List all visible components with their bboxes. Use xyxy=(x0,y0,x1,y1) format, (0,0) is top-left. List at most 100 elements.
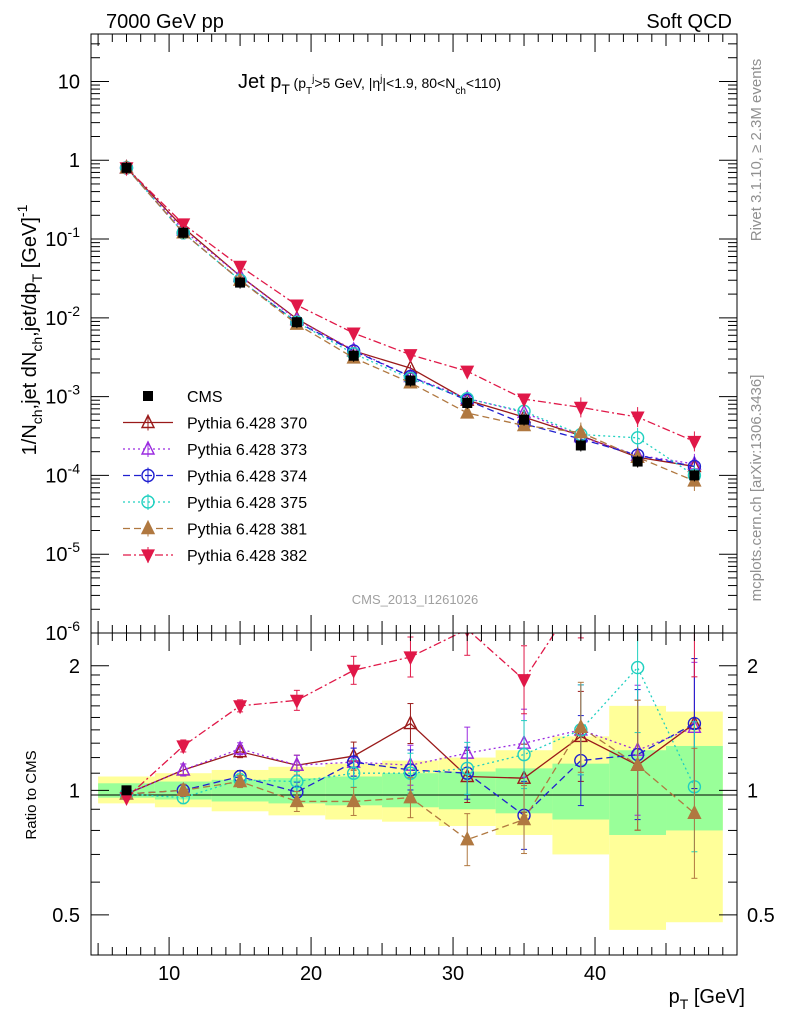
legend-marker xyxy=(140,519,156,535)
ratio-series-5 xyxy=(119,681,702,879)
ratio-point xyxy=(632,555,644,567)
xlabel: pT [GeV] xyxy=(669,986,745,1012)
main-plot-frame xyxy=(90,33,738,634)
y-tick-label: 10-5 xyxy=(45,539,80,566)
series-point xyxy=(573,401,588,416)
ratio-point xyxy=(233,700,248,715)
series-point xyxy=(460,365,475,380)
legend-label: Pythia 6.428 381 xyxy=(187,522,307,539)
plot-title: Jet pT (pTj>5 GeV, |ηj|<1.9, 80<Nch<110) xyxy=(238,71,501,97)
ratio-data-point xyxy=(121,785,132,796)
y-tick-label: 10-3 xyxy=(45,382,80,409)
series-point xyxy=(403,349,418,364)
ratio-point xyxy=(575,588,587,600)
y-tick-label: 10-4 xyxy=(45,460,80,487)
watermark: CMS_2013_I1261026 xyxy=(352,592,479,607)
ratio-point xyxy=(403,651,418,666)
ratio-point xyxy=(460,761,474,776)
ratio-line xyxy=(126,722,695,817)
ratio-point xyxy=(346,766,361,780)
ratio-point xyxy=(403,714,418,730)
legend-entry: Pythia 6.428 373 xyxy=(123,440,307,459)
ratio-line xyxy=(126,666,695,799)
data-point xyxy=(519,414,530,425)
legend-entry: Pythia 6.428 374 xyxy=(123,467,307,486)
x-tick-label: 30 xyxy=(442,963,464,985)
data-point xyxy=(121,162,132,173)
data-point xyxy=(632,456,643,467)
ratio-point xyxy=(516,810,532,826)
legend-marker xyxy=(141,549,155,564)
legend-entry: Pythia 6.428 381 xyxy=(123,519,307,539)
x-tick-label: 10 xyxy=(158,963,180,985)
ratio-point xyxy=(346,792,361,808)
y-tick-label: 10-1 xyxy=(45,224,80,251)
legend-label: Pythia 6.428 373 xyxy=(187,442,307,459)
header-right: Soft QCD xyxy=(646,11,732,33)
series-point xyxy=(289,299,304,314)
y-tick-label: 1 xyxy=(69,150,80,172)
ratio-point xyxy=(232,772,248,788)
legend: CMS Pythia 6.428 370 Pythia 6.428 373 Pythi… xyxy=(123,389,307,565)
ratio-point xyxy=(460,831,475,846)
ratio-plot: 0.5 0.5 1 1 2 2 10 20 30 40 xyxy=(52,555,775,985)
ratio-point xyxy=(176,761,191,776)
y-tick-label: 10 xyxy=(58,71,80,93)
data-point xyxy=(178,227,189,238)
series-point xyxy=(630,431,645,445)
data-point xyxy=(348,350,359,361)
ratio-point xyxy=(517,747,531,762)
main-ylabel: 1/Nch,jet dNch,jet/dpT [GeV]-1 xyxy=(14,204,45,455)
series-line xyxy=(126,167,695,482)
legend-label: Pythia 6.428 382 xyxy=(187,548,307,565)
legend-marker xyxy=(141,468,155,483)
legend-label: Pythia 6.428 374 xyxy=(187,469,307,486)
series-point xyxy=(630,411,645,426)
ratio-point xyxy=(687,804,702,820)
legend-marker xyxy=(140,413,156,429)
data-point xyxy=(405,375,416,386)
ratio-y-tick-label: 1 xyxy=(69,780,80,802)
data-point xyxy=(235,277,246,288)
ratio-point xyxy=(289,756,305,771)
legend-entry: Pythia 6.428 375 xyxy=(123,494,307,512)
ratio-point xyxy=(176,781,191,797)
ratio-plot-frame xyxy=(90,632,738,956)
legend-marker xyxy=(140,440,156,455)
uncertainty-band-1sigma xyxy=(211,779,269,802)
legend-entry: Pythia 6.428 370 xyxy=(123,413,307,433)
ratio-y-tick-label-right: 2 xyxy=(747,656,758,678)
y-tick-label: 10-6 xyxy=(45,618,80,645)
ratio-point xyxy=(232,740,248,755)
header-left: 7000 GeV pp xyxy=(106,11,224,33)
y-tick-label: 10-2 xyxy=(45,303,80,330)
legend-entry: CMS xyxy=(143,389,223,406)
mcplots-label: mcplots.cern.ch [arXiv:1306.3436] xyxy=(748,375,765,602)
ratio-y-tick-label-right: 0.5 xyxy=(747,905,775,927)
legend-marker xyxy=(141,495,155,509)
ratio-point xyxy=(403,789,418,804)
data-point xyxy=(462,397,473,408)
legend-label: CMS xyxy=(187,389,223,406)
data-point xyxy=(575,440,586,451)
series-point xyxy=(346,327,361,342)
ratio-series-6 xyxy=(119,555,698,807)
main-plot: 10-6 10-5 10-4 10-3 10-2 10-1 1 10 Jet pT (pTj>… xyxy=(45,33,738,645)
x-tick-label: 20 xyxy=(300,963,322,985)
main-axis-ticks: 10-6 10-5 10-4 10-3 10-2 10-1 1 10 xyxy=(45,33,738,645)
legend-marker xyxy=(143,391,153,401)
series-4 xyxy=(119,161,702,486)
ratio-axis-ticks: 0.5 0.5 1 1 2 2 10 20 30 40 xyxy=(52,633,775,985)
series-point xyxy=(687,435,702,450)
legend-entry: Pythia 6.428 382 xyxy=(123,547,307,565)
series-point xyxy=(460,404,475,419)
ratio-point xyxy=(630,660,645,675)
legend-label: Pythia 6.428 370 xyxy=(187,416,307,433)
x-tick-label: 40 xyxy=(584,963,606,985)
legend-label: Pythia 6.428 375 xyxy=(187,495,307,512)
ratio-ylabel: Ratio to CMS xyxy=(23,750,40,839)
data-point xyxy=(689,470,700,481)
ratio-point xyxy=(289,792,305,808)
series-point xyxy=(233,260,248,275)
